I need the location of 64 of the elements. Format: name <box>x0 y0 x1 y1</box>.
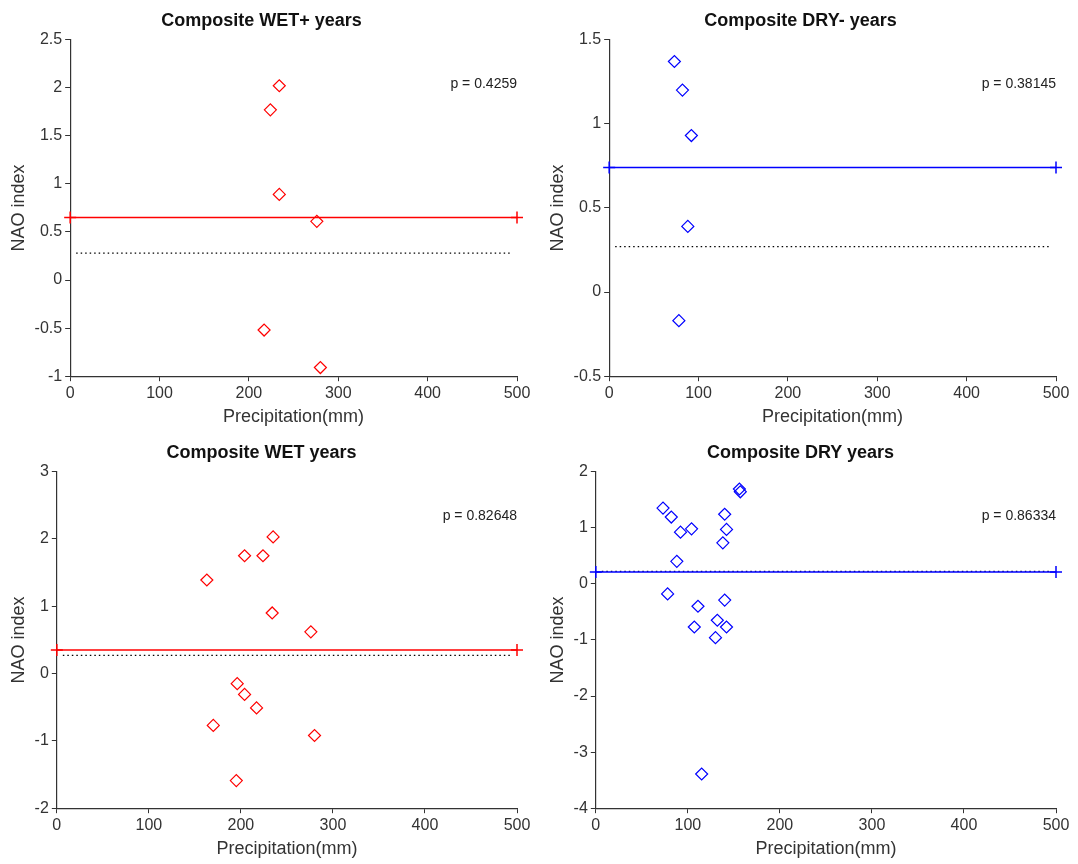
x-tick-label: 400 <box>411 816 439 834</box>
y-tick-label: 1 <box>592 114 602 132</box>
x-tick-label: 300 <box>319 816 347 834</box>
y-tick-label: -2 <box>573 686 588 704</box>
y-tick-label: 1 <box>53 174 63 192</box>
x-tick-label: 400 <box>953 384 981 402</box>
y-tick-label: 3 <box>39 462 49 480</box>
x-tick-label: 400 <box>414 384 442 402</box>
x-tick-label: 100 <box>674 816 702 834</box>
y-tick-label: 0 <box>592 282 602 300</box>
chart-title: Composite DRY- years <box>704 9 897 30</box>
x-axis-title: Precipitation(mm) <box>216 838 358 859</box>
x-tick-label: 300 <box>324 384 352 402</box>
x-tick-label: 200 <box>227 816 255 834</box>
y-tick-label: -1 <box>573 630 588 648</box>
x-tick-label: 100 <box>146 384 173 402</box>
y-tick-label: -2 <box>34 798 49 816</box>
x-tick-label: 300 <box>858 816 886 834</box>
annotation: p = 0.38145 <box>981 75 1057 92</box>
y-axis-title: NAO index <box>7 596 28 684</box>
x-tick-label: 0 <box>65 384 75 402</box>
y-tick-label: 2.5 <box>39 30 63 48</box>
x-tick-label: 200 <box>774 384 802 402</box>
y-tick-label: 0 <box>578 574 588 592</box>
y-tick-label: 0 <box>53 270 63 288</box>
y-tick-label: 2 <box>578 462 588 480</box>
y-tick-label: 2 <box>39 529 49 547</box>
y-tick-label: 1.5 <box>39 126 63 144</box>
chart-title: Composite WET years <box>166 441 357 462</box>
x-tick-label: 300 <box>863 384 891 402</box>
x-tick-label: 500 <box>503 816 531 834</box>
chart-title: Composite WET+ years <box>161 9 362 30</box>
y-tick-label: -1 <box>47 366 63 384</box>
x-tick-label: 200 <box>766 816 794 834</box>
y-tick-label: 2 <box>53 78 63 96</box>
x-tick-label: 100 <box>135 816 163 834</box>
annotation: p = 0.86334 <box>981 507 1057 524</box>
x-tick-label: 0 <box>604 384 614 402</box>
chart-title: Composite DRY years <box>706 441 895 462</box>
y-tick-label: -3 <box>573 742 588 760</box>
y-tick-label: 1 <box>39 596 49 614</box>
x-tick-label: 500 <box>503 384 531 402</box>
x-tick-label: 100 <box>685 384 712 402</box>
annotation: p = 0.4259 <box>450 75 518 92</box>
y-tick-label: 1.5 <box>578 30 602 48</box>
y-tick-label: 1 <box>578 518 588 536</box>
x-tick-label: 200 <box>235 384 263 402</box>
y-axis-title: NAO index <box>546 596 567 684</box>
y-tick-label: 0.5 <box>39 222 63 240</box>
annotation: p = 0.82648 <box>442 507 518 524</box>
y-tick-label: -1 <box>34 731 49 749</box>
x-tick-label: 500 <box>1042 816 1070 834</box>
y-axis-title: NAO index <box>7 164 28 252</box>
y-tick-label: -0.5 <box>34 318 63 336</box>
x-axis-title: Precipitation(mm) <box>755 838 897 859</box>
y-tick-label: -0.5 <box>573 366 602 384</box>
x-axis-title: Precipitation(mm) <box>762 406 904 427</box>
y-tick-label: 0.5 <box>578 198 602 216</box>
y-axis-title: NAO index <box>546 164 567 252</box>
x-tick-label: 500 <box>1042 384 1070 402</box>
y-tick-label: -4 <box>573 798 588 816</box>
y-tick-label: 0 <box>39 663 49 681</box>
x-tick-label: 400 <box>950 816 978 834</box>
x-axis-title: Precipitation(mm) <box>223 406 365 427</box>
